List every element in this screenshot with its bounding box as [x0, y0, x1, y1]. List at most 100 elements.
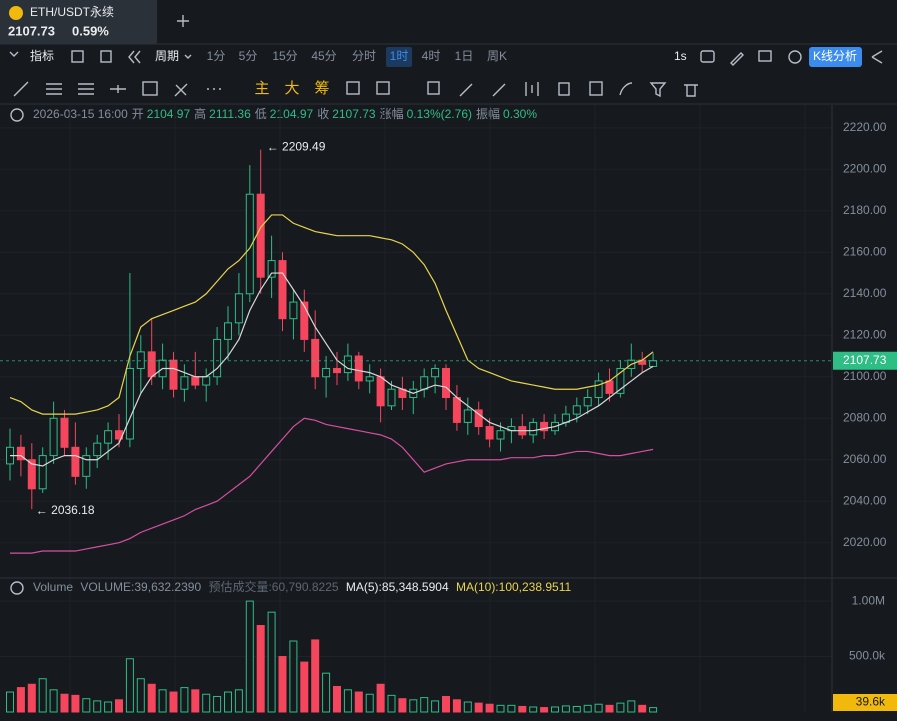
tab[interactable]: [0, 0, 157, 44]
tool-rect[interactable]: [142, 81, 158, 96]
tool-icon[interactable]: [492, 83, 506, 97]
tab-price: 2107.73: [8, 23, 55, 38]
tool-icon[interactable]: [649, 82, 667, 98]
candle-body: [529, 421, 538, 436]
window-icon[interactable]: [758, 50, 772, 62]
settings-icon[interactable]: [788, 50, 802, 64]
tool-hlines[interactable]: [46, 83, 62, 95]
refresh[interactable]: 1s: [674, 49, 687, 63]
candle-body: [540, 421, 549, 432]
compare-icon[interactable]: [100, 50, 112, 63]
candle-body: [463, 409, 472, 423]
candle-body: [343, 355, 352, 374]
intervals: 1分 5分 15分 45分 分时 1时 4时 1日 周K: [207, 47, 507, 67]
tool-icon[interactable]: [684, 84, 698, 97]
interval[interactable]: 5分: [239, 49, 258, 63]
volume-bar: [289, 640, 298, 713]
y-tick-label: 2100.00: [843, 369, 887, 383]
tool-icon[interactable]: [459, 83, 473, 97]
candle-body: [333, 367, 341, 374]
volume-bar: [234, 689, 243, 713]
volume-ma5: MA(5):85,348.5904: [346, 580, 449, 594]
collapse[interactable]: [10, 581, 24, 595]
candle-body: [71, 446, 80, 477]
analysis-label[interactable]: K线分析: [813, 49, 857, 63]
volume-bar: [213, 695, 222, 713]
volume-bar: [147, 683, 156, 713]
tool-icon[interactable]: [427, 81, 440, 95]
tool-icon[interactable]: [558, 82, 570, 96]
volume-bar: [60, 693, 69, 713]
tool-erase[interactable]: [174, 83, 188, 97]
y-tick-label: 2160.00: [843, 244, 887, 258]
candle-body: [60, 417, 69, 448]
interval[interactable]: 15分: [272, 49, 297, 63]
interval[interactable]: 45分: [311, 49, 336, 63]
candle-body: [256, 193, 265, 278]
draw-icon[interactable]: [730, 52, 744, 66]
volume-bar: [224, 691, 232, 713]
volume-bar: [354, 691, 363, 713]
high-annotation: ← 2209.49: [267, 140, 326, 154]
interval[interactable]: 4时: [422, 49, 441, 63]
y-tick-label: 2060.00: [843, 452, 887, 466]
candle-body: [180, 376, 189, 390]
volume-ma10: MA(10):100,238.9511: [456, 580, 572, 594]
volume-bar: [49, 689, 58, 713]
add-tab[interactable]: [177, 15, 189, 27]
candle-body: [136, 351, 145, 369]
layout-icon[interactable]: [71, 50, 84, 63]
y-tick-label: 500.0k: [849, 649, 886, 663]
interval[interactable]: 分时: [352, 49, 376, 63]
candle-body: [191, 376, 200, 386]
price-tag: [833, 351, 897, 370]
period[interactable]: 周期: [155, 49, 179, 63]
indicators[interactable]: 指标: [30, 48, 54, 63]
interval[interactable]: 1日: [455, 49, 474, 63]
candle-body: [300, 301, 309, 340]
volume-tag-label: 39.6k: [856, 695, 886, 709]
tool-icon[interactable]: [589, 81, 603, 96]
info-value: 2111.36: [209, 107, 251, 121]
camera-icon[interactable]: [700, 50, 715, 63]
candle-body: [322, 367, 331, 378]
tool-chips[interactable]: 筹: [314, 80, 329, 97]
candle-body: [594, 380, 603, 399]
y-tick-label: 1.00M: [852, 593, 885, 607]
volume-bar: [507, 704, 516, 713]
interval[interactable]: 1时: [390, 49, 409, 63]
tool-main[interactable]: 主: [254, 80, 269, 97]
info-label: 高: [194, 106, 206, 121]
candle-body: [583, 397, 592, 407]
candle-body: [82, 455, 91, 477]
tool-big[interactable]: 大: [284, 80, 299, 97]
tool-cross[interactable]: [110, 85, 126, 93]
candle-body: [245, 193, 254, 295]
y-tick-label: 2080.00: [843, 410, 887, 424]
interval[interactable]: 周K: [487, 49, 507, 63]
tool-channel[interactable]: [78, 83, 94, 95]
volume-bar: [136, 678, 145, 713]
candle-body: [16, 446, 25, 461]
volume-bar: [115, 699, 123, 713]
volume-bar: [93, 700, 102, 713]
tool-line[interactable]: [13, 81, 29, 97]
candle-body: [496, 430, 505, 440]
interval-active: [386, 47, 412, 67]
tool-icon[interactable]: [346, 81, 360, 95]
back-icon[interactable]: [128, 50, 141, 64]
logo: [9, 6, 23, 20]
info-time: 2026-03-15 16:00: [33, 107, 128, 121]
overlay-line: [10, 272, 654, 467]
analysis-button[interactable]: [809, 47, 862, 67]
volume-bar: [180, 687, 189, 713]
collapse[interactable]: [10, 108, 24, 122]
interval[interactable]: 1分: [207, 49, 226, 63]
tool-icon[interactable]: [376, 81, 390, 95]
share-icon[interactable]: [871, 50, 883, 64]
y-tick-label: 2040.00: [843, 493, 887, 507]
tool-icon[interactable]: [619, 82, 633, 96]
tool-icon[interactable]: [525, 82, 539, 96]
volume-bar: [169, 691, 178, 713]
tool-icons: [346, 81, 698, 98]
